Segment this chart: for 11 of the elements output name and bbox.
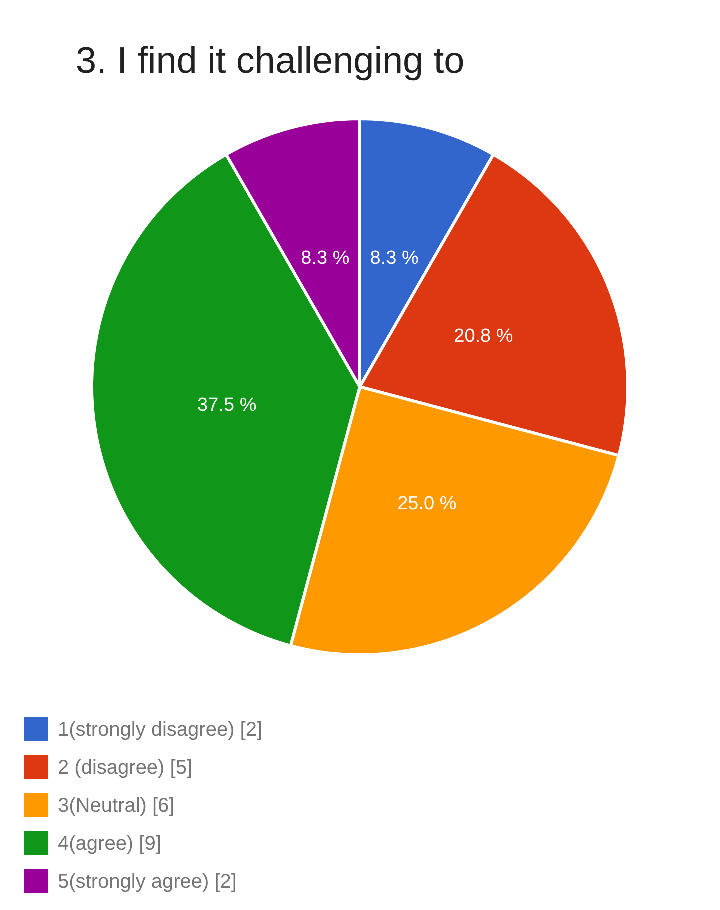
legend-label: 2 (disagree) [5] (58, 757, 193, 779)
data-label: 37.5 % (198, 395, 257, 416)
data-label: 20.8 % (454, 326, 514, 348)
legend-label: 3(Neutral) [6] (58, 795, 175, 817)
legend-label: 4(agree) [9] (58, 833, 162, 855)
data-label: 8.3 % (370, 248, 419, 270)
legend-label: 5(strongly agree) [2] (58, 871, 237, 893)
data-label: 25.0 % (398, 494, 457, 515)
chart-title: 3. I find it challenging to (76, 40, 465, 81)
data-label: 8.3 % (301, 248, 350, 270)
legend-label: 1(strongly disagree) [2] (58, 719, 263, 741)
